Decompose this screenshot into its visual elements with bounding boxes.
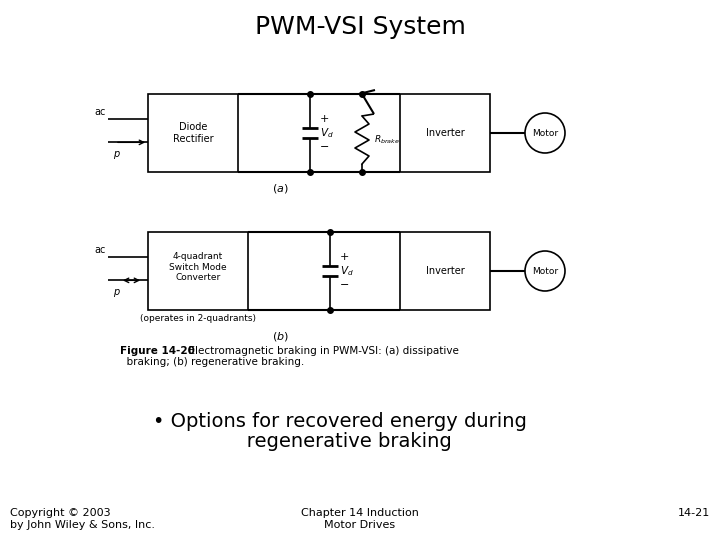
Text: $p$: $p$ bbox=[113, 287, 121, 299]
Text: 4-quadrant
Switch Mode
Converter: 4-quadrant Switch Mode Converter bbox=[169, 252, 227, 282]
Text: Motor: Motor bbox=[532, 129, 558, 138]
Text: ac: ac bbox=[94, 245, 106, 255]
Text: $R_{brake}$: $R_{brake}$ bbox=[374, 134, 400, 146]
Bar bbox=[148, 94, 238, 172]
Circle shape bbox=[525, 113, 565, 153]
Text: Inverter: Inverter bbox=[426, 266, 464, 276]
Text: Copyright © 2003
by John Wiley & Sons, Inc.: Copyright © 2003 by John Wiley & Sons, I… bbox=[10, 508, 155, 530]
Text: −: − bbox=[320, 142, 329, 152]
Text: +: + bbox=[340, 252, 349, 262]
Text: Figure 14-20: Figure 14-20 bbox=[120, 346, 195, 356]
Text: Motor: Motor bbox=[532, 267, 558, 275]
Text: $p$: $p$ bbox=[113, 150, 121, 161]
Bar bbox=[400, 94, 490, 172]
Text: Diode
Rectifier: Diode Rectifier bbox=[173, 122, 213, 144]
Text: braking; (b) regenerative braking.: braking; (b) regenerative braking. bbox=[120, 357, 305, 367]
Text: $V_d$: $V_d$ bbox=[320, 126, 334, 140]
Text: Electromagnetic braking in PWM-VSI: (a) dissipative: Electromagnetic braking in PWM-VSI: (a) … bbox=[182, 346, 459, 356]
Text: • Options for recovered energy during: • Options for recovered energy during bbox=[153, 412, 527, 431]
Text: ac: ac bbox=[94, 107, 106, 117]
Text: PWM-VSI System: PWM-VSI System bbox=[255, 15, 465, 39]
Text: $(b)$: $(b)$ bbox=[271, 330, 289, 343]
Text: Chapter 14 Induction
Motor Drives: Chapter 14 Induction Motor Drives bbox=[301, 508, 419, 530]
Text: +: + bbox=[320, 114, 329, 124]
Bar bbox=[400, 232, 490, 310]
Circle shape bbox=[525, 251, 565, 291]
Bar bbox=[148, 232, 248, 310]
Text: (operates in 2-quadrants): (operates in 2-quadrants) bbox=[140, 314, 256, 323]
Text: Inverter: Inverter bbox=[426, 128, 464, 138]
Text: −: − bbox=[340, 280, 349, 290]
Text: $(a)$: $(a)$ bbox=[271, 182, 288, 195]
Text: $V_d$: $V_d$ bbox=[340, 264, 354, 278]
Text: regenerative braking: regenerative braking bbox=[228, 432, 452, 451]
Text: 14-21: 14-21 bbox=[678, 508, 710, 518]
